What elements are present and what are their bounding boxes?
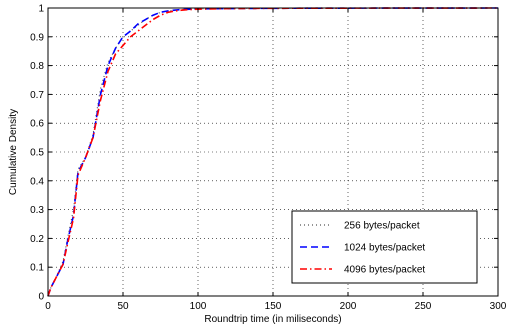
series-line-2 <box>47 7 499 297</box>
y-tick-label: 0.4 <box>30 176 44 187</box>
x-tick-label: 200 <box>340 301 357 312</box>
x-tick-label: 300 <box>490 301 506 312</box>
x-tick-label: 50 <box>117 301 129 312</box>
legend-label-1: 256 bytes/packet <box>344 221 420 232</box>
x-tick-label: 100 <box>190 301 207 312</box>
x-tick-label: 150 <box>265 301 282 312</box>
x-axis-label: Roundtrip time (in miliseconds) <box>204 314 341 325</box>
y-tick-label: 0.6 <box>30 119 44 130</box>
legend-label-2: 1024 bytes/packet <box>344 243 425 254</box>
y-tick-label: 0.1 <box>30 263 44 274</box>
y-tick-label: 0 <box>38 292 44 303</box>
axis-ticks: 0 50 100 150 200 250 300 0 0.1 0.2 0.3 0.4 0.5 0.6 0.7… <box>30 4 506 313</box>
y-tick-label: 0.2 <box>30 234 44 245</box>
x-tick-label: 0 <box>45 301 51 312</box>
y-tick-label: 0.3 <box>30 205 44 216</box>
series-lines <box>47 7 499 297</box>
legend: 256 bytes/packet 1024 bytes/packet 4096 by… <box>291 210 478 284</box>
legend-label-3: 4096 bytes/packet <box>344 265 425 276</box>
y-axis-label: Cumulative Density <box>8 109 19 195</box>
y-tick-label: 0.8 <box>30 61 44 72</box>
grid <box>48 8 498 296</box>
x-tick-label: 250 <box>415 301 432 312</box>
y-tick-label: 0.7 <box>30 90 44 101</box>
series-line-3 <box>47 7 499 297</box>
y-tick-label: 0.5 <box>30 148 44 159</box>
y-tick-label: 1 <box>38 4 44 15</box>
y-tick-label: 0.9 <box>30 32 44 43</box>
